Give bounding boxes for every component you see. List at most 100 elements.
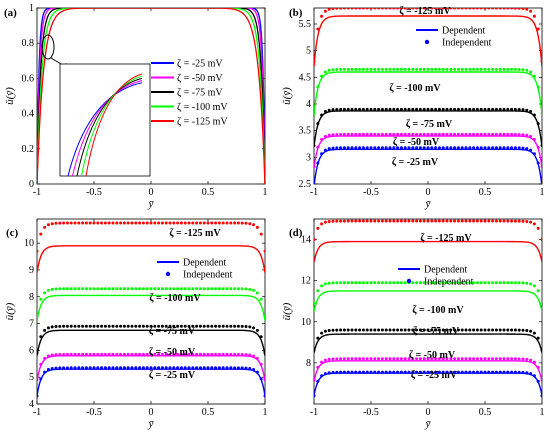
independent-dot (407, 107, 411, 111)
independent-dot (354, 219, 358, 223)
independent-dot (437, 132, 441, 136)
independent-dot (88, 352, 92, 356)
independent-dot (88, 366, 92, 370)
independent-dot (50, 366, 54, 370)
independent-dot (115, 221, 119, 225)
independent-dot (176, 352, 180, 356)
independent-dot (529, 329, 533, 333)
independent-dot (342, 146, 346, 150)
independent-dot (441, 328, 445, 332)
independent-dot (134, 287, 138, 291)
independent-dot (426, 132, 430, 136)
independent-dot (479, 107, 483, 111)
independent-dot (510, 281, 514, 285)
independent-dot (50, 353, 54, 357)
independent-dot (229, 287, 233, 291)
y-axis-label: ū(ȳ) (4, 87, 16, 105)
independent-dot (43, 356, 47, 360)
independent-dot (460, 219, 464, 223)
independent-dot (134, 324, 138, 328)
independent-dot (418, 67, 422, 71)
independent-dot (111, 324, 115, 328)
independent-dot (491, 219, 495, 223)
independent-dot (92, 366, 96, 370)
independent-dot (92, 324, 96, 328)
independent-dot (107, 324, 111, 328)
independent-dot (62, 352, 66, 356)
independent-dot (479, 370, 483, 374)
independent-dot (210, 287, 214, 291)
independent-dot (377, 132, 381, 136)
independent-dot (411, 357, 415, 361)
independent-dot (361, 357, 365, 361)
independent-dot (487, 357, 491, 361)
independent-dot (176, 221, 180, 225)
independent-dot (498, 67, 502, 71)
independent-dot (415, 107, 419, 111)
independent-dot (84, 352, 88, 356)
independent-dot (396, 107, 400, 111)
independent-dot (369, 146, 373, 150)
independent-dot (456, 107, 460, 111)
independent-dot (422, 8, 426, 10)
independent-dot (77, 287, 81, 291)
independent-dot (449, 107, 453, 111)
independent-dot (468, 8, 472, 10)
panel-label: (c) (6, 227, 19, 239)
independent-dot (536, 27, 540, 31)
panel-c: -1 -0.5 0 0.5 1 4 5 6 7 8 9 10 ȳ ū(ȳ) (c) ζ = -125 mV ζ … (4, 218, 268, 430)
independent-dot (183, 221, 187, 225)
dependent-line (314, 290, 542, 312)
independent-dot (403, 370, 407, 374)
independent-dot (46, 223, 50, 227)
independent-dot (225, 287, 229, 291)
independent-dot (354, 357, 358, 361)
independent-dot (365, 281, 369, 285)
y-axis-label: ū(ȳ) (4, 302, 16, 320)
independent-dot (164, 352, 168, 356)
independent-dot (358, 8, 362, 10)
independent-dot (198, 352, 202, 356)
independent-dot (472, 281, 476, 285)
independent-dot (191, 366, 195, 370)
independent-dot (396, 357, 400, 361)
independent-dot (233, 352, 237, 356)
legend-label: ζ = -25 mV (177, 59, 223, 70)
independent-dot (540, 238, 542, 242)
independent-dot (157, 221, 161, 225)
independent-dot (263, 394, 265, 398)
independent-dot (259, 377, 263, 381)
x-tick-label: 0.5 (479, 187, 492, 198)
inset-line (85, 73, 143, 177)
independent-dot (453, 357, 457, 361)
independent-dot (411, 107, 415, 111)
independent-dot (37, 394, 39, 398)
independent-dot (259, 232, 263, 236)
independent-dot (445, 281, 449, 285)
independent-dot (399, 8, 403, 10)
independent-dot (445, 357, 449, 361)
independent-dot (434, 67, 438, 71)
independent-dot (456, 146, 460, 150)
independent-dot (350, 8, 354, 10)
independent-dot (487, 67, 491, 71)
zeta-annotation: ζ = -50 mV (393, 137, 440, 148)
dependent-line (314, 135, 542, 169)
y-tick-label: 3.5 (299, 126, 312, 137)
independent-dot (198, 366, 202, 370)
independent-dot (43, 328, 47, 332)
zoom-ellipse (41, 34, 55, 60)
independent-dot (369, 8, 373, 10)
independent-dot (331, 219, 335, 223)
independent-dot (107, 221, 111, 225)
independent-dot (191, 221, 195, 225)
legend-label: Dependent (183, 258, 227, 269)
independent-dot (229, 221, 233, 225)
y-tick-label: 14 (301, 235, 311, 246)
independent-dot (487, 281, 491, 285)
independent-dot (327, 108, 331, 112)
independent-dot (430, 328, 434, 332)
independent-dot (453, 132, 457, 136)
independent-dot (532, 374, 536, 378)
independent-dot (195, 366, 199, 370)
